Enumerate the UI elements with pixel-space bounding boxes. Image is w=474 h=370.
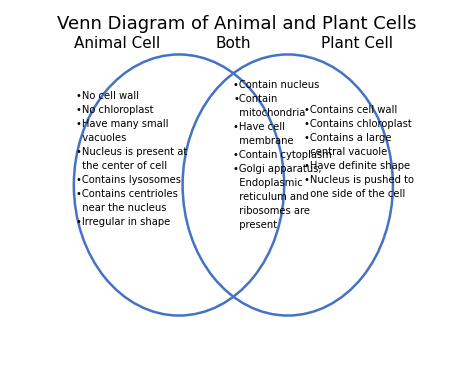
Text: •Contain nucleus
•Contain
  mitochondria
•Have cell
  membrane
•Contain cytoplas: •Contain nucleus •Contain mitochondria •… xyxy=(233,80,332,230)
Text: Both: Both xyxy=(216,36,251,51)
Text: •Contains cell wall
•Contains chloroplast
•Contains a large
  central vacuole
•H: •Contains cell wall •Contains chloroplas… xyxy=(304,105,414,199)
Text: Venn Diagram of Animal and Plant Cells: Venn Diagram of Animal and Plant Cells xyxy=(57,14,417,33)
Text: Animal Cell: Animal Cell xyxy=(74,36,161,51)
Text: •No cell wall
•No chloroplast
•Have many small
  vacuoles
•Nucleus is present at: •No cell wall •No chloroplast •Have many… xyxy=(76,91,187,227)
Text: Plant Cell: Plant Cell xyxy=(320,36,392,51)
